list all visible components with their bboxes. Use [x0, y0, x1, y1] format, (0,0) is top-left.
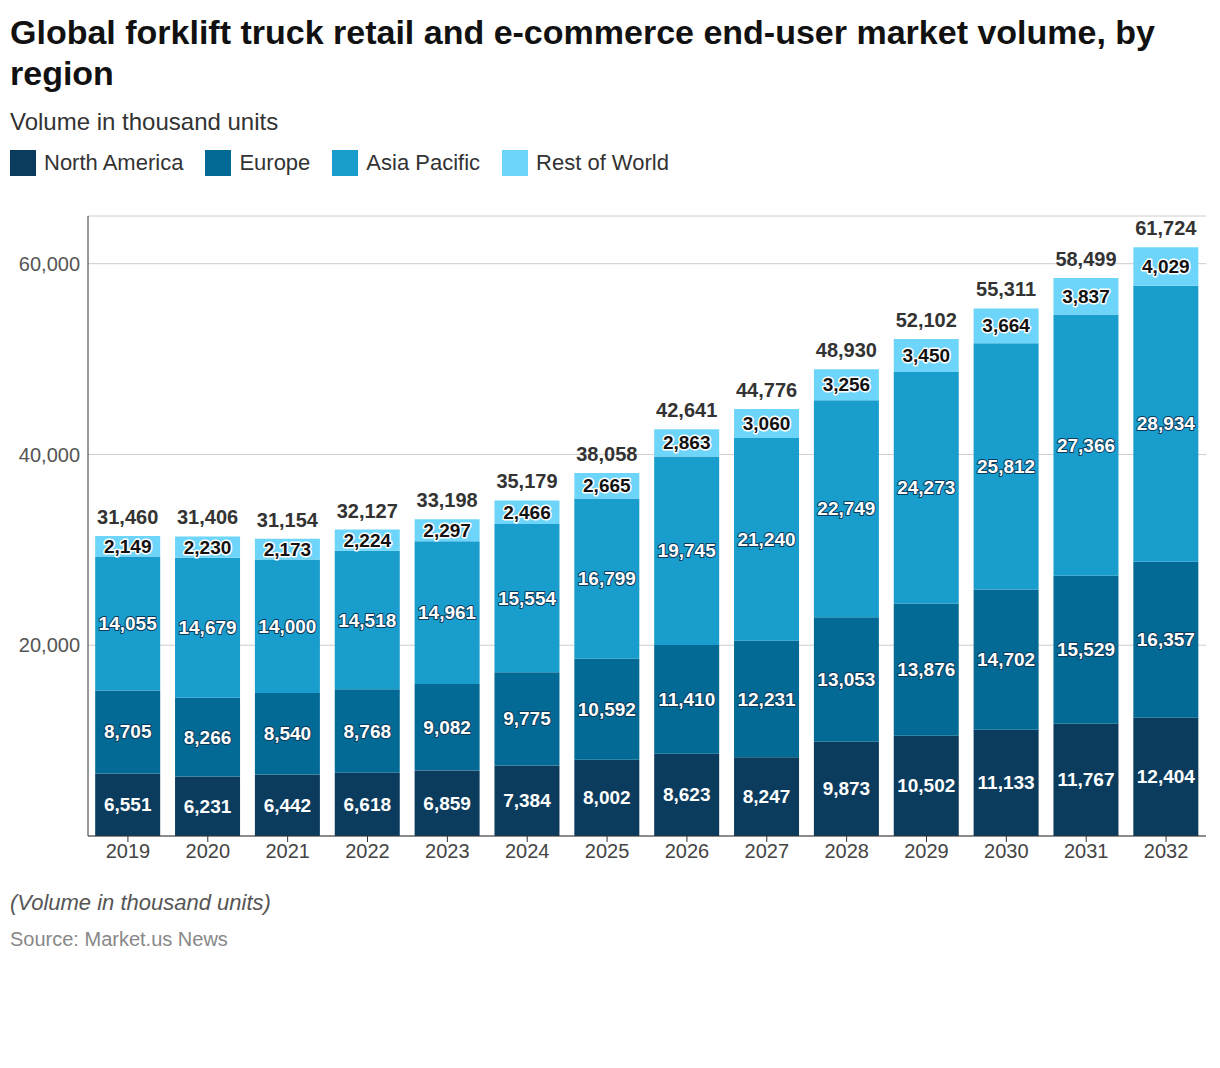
svg-text:48,930: 48,930	[816, 339, 877, 361]
svg-text:38,058: 38,058	[576, 443, 637, 465]
svg-text:9,082: 9,082	[423, 716, 471, 737]
svg-text:40,000: 40,000	[19, 443, 80, 465]
svg-text:2021: 2021	[265, 840, 310, 862]
svg-text:60,000: 60,000	[19, 252, 80, 274]
svg-text:2,149: 2,149	[104, 535, 152, 556]
svg-text:3,664: 3,664	[982, 315, 1030, 336]
svg-text:27,366: 27,366	[1057, 434, 1115, 455]
svg-text:8,623: 8,623	[663, 784, 711, 805]
svg-text:3,837: 3,837	[1062, 285, 1110, 306]
html-text:Volume in thousand units: Volume in thousand units	[10, 107, 279, 135]
svg-text:14,702: 14,702	[977, 649, 1035, 670]
svg-text:13,876: 13,876	[897, 659, 955, 680]
svg-text:2020: 2020	[186, 840, 231, 862]
html-text:Rest of World: Rest of World	[536, 149, 669, 175]
svg-text:2024: 2024	[505, 840, 550, 862]
svg-text:2027: 2027	[745, 840, 790, 862]
svg-text:42,641: 42,641	[656, 399, 717, 421]
svg-text:8,266: 8,266	[184, 726, 232, 747]
svg-text:58,499: 58,499	[1055, 248, 1116, 270]
svg-text:11,133: 11,133	[978, 772, 1035, 793]
svg-text:2,665: 2,665	[583, 475, 631, 496]
svg-text:61,724: 61,724	[1135, 217, 1197, 239]
svg-text:14,961: 14,961	[418, 602, 477, 623]
svg-text:6,231: 6,231	[184, 795, 232, 816]
svg-text:2,173: 2,173	[264, 538, 312, 559]
svg-text:14,679: 14,679	[178, 617, 236, 638]
svg-text:6,618: 6,618	[343, 794, 391, 815]
svg-text:3,256: 3,256	[823, 374, 871, 395]
svg-text:8,247: 8,247	[743, 786, 791, 807]
svg-text:2022: 2022	[345, 840, 390, 862]
svg-text:24,273: 24,273	[897, 477, 955, 498]
svg-text:13,053: 13,053	[817, 669, 875, 690]
html-text:Asia Pacific: Asia Pacific	[366, 149, 481, 175]
svg-text:33,198: 33,198	[417, 489, 478, 511]
svg-text:8,705: 8,705	[104, 721, 152, 742]
svg-text:2,224: 2,224	[343, 529, 391, 550]
svg-text:12,231: 12,231	[737, 688, 796, 709]
svg-text:8,002: 8,002	[583, 787, 631, 808]
svg-text:2030: 2030	[984, 840, 1029, 862]
svg-text:9,873: 9,873	[823, 778, 871, 799]
svg-text:4,029: 4,029	[1142, 256, 1190, 277]
svg-text:22,749: 22,749	[817, 498, 875, 519]
svg-text:2,466: 2,466	[503, 501, 551, 522]
svg-text:10,502: 10,502	[897, 775, 955, 796]
svg-text:28,934: 28,934	[1137, 413, 1196, 434]
svg-text:19,745: 19,745	[658, 540, 717, 561]
html-text:(Volume in thousand units): (Volume in thousand units)	[10, 889, 271, 915]
svg-text:20,000: 20,000	[19, 634, 80, 656]
html-text:Source: Market.us News: Source: Market.us News	[10, 927, 228, 950]
svg-text:6,551: 6,551	[104, 794, 152, 815]
svg-text:8,540: 8,540	[264, 723, 312, 744]
svg-text:15,529: 15,529	[1057, 639, 1115, 660]
svg-text:14,000: 14,000	[258, 615, 316, 636]
svg-text:44,776: 44,776	[736, 378, 797, 400]
svg-text:2,230: 2,230	[184, 536, 232, 557]
svg-text:11,767: 11,767	[1057, 769, 1114, 790]
html-text:Global forklift truck retail a: Global forklift truck retail and e-comme…	[10, 13, 1155, 92]
svg-text:9,775: 9,775	[503, 708, 551, 729]
svg-text:32,127: 32,127	[337, 499, 398, 521]
svg-text:8,768: 8,768	[343, 720, 391, 741]
svg-text:2,297: 2,297	[423, 519, 471, 540]
svg-text:2,863: 2,863	[663, 432, 711, 453]
svg-text:11,410: 11,410	[658, 688, 715, 709]
html-text:North America: North America	[44, 149, 184, 175]
svg-text:10,592: 10,592	[578, 698, 636, 719]
svg-text:25,812: 25,812	[977, 456, 1035, 477]
svg-text:2025: 2025	[585, 840, 630, 862]
svg-text:6,859: 6,859	[423, 792, 471, 813]
svg-text:2031: 2031	[1064, 840, 1109, 862]
svg-text:2026: 2026	[665, 840, 710, 862]
svg-text:31,460: 31,460	[97, 506, 158, 528]
svg-text:31,406: 31,406	[177, 506, 238, 528]
svg-text:31,154: 31,154	[257, 508, 319, 530]
svg-text:14,518: 14,518	[338, 609, 396, 630]
svg-text:21,240: 21,240	[737, 528, 795, 549]
svg-text:14,055: 14,055	[99, 613, 158, 634]
svg-text:2029: 2029	[904, 840, 949, 862]
svg-text:2028: 2028	[824, 840, 869, 862]
svg-text:52,102: 52,102	[896, 309, 957, 331]
svg-text:2019: 2019	[106, 840, 151, 862]
svg-text:55,311: 55,311	[976, 278, 1036, 300]
svg-text:15,554: 15,554	[498, 587, 557, 608]
svg-text:7,384: 7,384	[503, 790, 551, 811]
svg-text:3,450: 3,450	[902, 345, 950, 366]
svg-text:16,357: 16,357	[1137, 629, 1195, 650]
svg-text:3,060: 3,060	[743, 413, 791, 434]
svg-text:16,799: 16,799	[578, 568, 636, 589]
html-text:Europe: Europe	[239, 149, 311, 175]
svg-text:2032: 2032	[1144, 840, 1189, 862]
svg-text:6,442: 6,442	[264, 794, 312, 815]
svg-text:2023: 2023	[425, 840, 470, 862]
svg-text:12,404: 12,404	[1137, 766, 1196, 787]
svg-text:35,179: 35,179	[496, 470, 557, 492]
